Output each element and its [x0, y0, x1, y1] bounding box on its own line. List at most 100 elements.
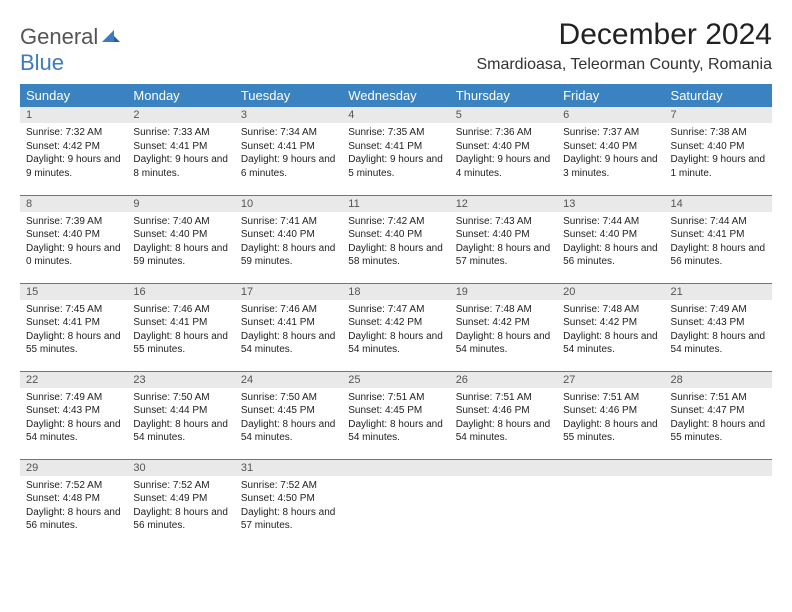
daylight-line: Daylight: 8 hours and 54 minutes.	[348, 331, 443, 356]
daylight-line: Daylight: 8 hours and 54 minutes.	[671, 331, 766, 356]
daylight-line: Daylight: 8 hours and 54 minutes.	[26, 419, 121, 444]
sunrise-line: Sunrise: 7:46 AM	[133, 304, 209, 315]
calendar-table: Sunday Monday Tuesday Wednesday Thursday…	[20, 84, 772, 547]
sunrise-line: Sunrise: 7:48 AM	[563, 304, 639, 315]
sunset-line: Sunset: 4:40 PM	[563, 141, 637, 152]
day-details: Sunrise: 7:42 AMSunset: 4:40 PMDaylight:…	[342, 212, 449, 273]
weekday-header: Monday	[127, 84, 234, 107]
sunset-line: Sunset: 4:44 PM	[133, 405, 207, 416]
calendar-day-cell: 30Sunrise: 7:52 AMSunset: 4:49 PMDayligh…	[127, 459, 234, 547]
day-details: Sunrise: 7:38 AMSunset: 4:40 PMDaylight:…	[665, 123, 772, 184]
sunset-line: Sunset: 4:42 PM	[26, 141, 100, 152]
calendar-day-cell: 23Sunrise: 7:50 AMSunset: 4:44 PMDayligh…	[127, 371, 234, 459]
calendar-day-cell: 10Sunrise: 7:41 AMSunset: 4:40 PMDayligh…	[235, 195, 342, 283]
location-subtitle: Smardioasa, Teleorman County, Romania	[476, 56, 772, 74]
sunrise-line: Sunrise: 7:37 AM	[563, 127, 639, 138]
sunrise-line: Sunrise: 7:47 AM	[348, 304, 424, 315]
calendar-day-cell: 24Sunrise: 7:50 AMSunset: 4:45 PMDayligh…	[235, 371, 342, 459]
sunrise-line: Sunrise: 7:52 AM	[26, 480, 102, 491]
day-details: Sunrise: 7:48 AMSunset: 4:42 PMDaylight:…	[557, 300, 664, 361]
day-number: 7	[665, 107, 772, 123]
day-number: 13	[557, 196, 664, 212]
weekday-header: Friday	[557, 84, 664, 107]
calendar-day-cell: 1Sunrise: 7:32 AMSunset: 4:42 PMDaylight…	[20, 107, 127, 195]
calendar-day-cell: 13 Sunrise: 7:44 AM Sunset: 4:40 PM Dayligh…	[557, 195, 664, 283]
daylight-line: Daylight: 8 hours and 56 minutes.	[563, 243, 658, 268]
daylight-line: Daylight: 8 hours and 54 minutes.	[348, 419, 443, 444]
sunset-line: Sunset: 4:45 PM	[241, 405, 315, 416]
sunrise-line: Sunrise: 7:52 AM	[241, 480, 317, 491]
sunrise-line: Sunrise: 7:38 AM	[671, 127, 747, 138]
day-details: Sunrise: 7:51 AMSunset: 4:47 PMDaylight:…	[665, 388, 772, 449]
sunset-line: Sunset: 4:40 PM	[241, 229, 315, 240]
sunrise-line: Sunrise: 7:50 AM	[241, 392, 317, 403]
sunrise-line: Sunrise: 7:48 AM	[456, 304, 532, 315]
day-number: 21	[665, 284, 772, 300]
daylight-line: Daylight: 8 hours and 54 minutes.	[456, 419, 551, 444]
daylight-line: Daylight: 9 hours and 1 minute.	[671, 154, 766, 179]
day-number: 2	[127, 107, 234, 123]
day-details: Sunrise: 7:50 AM Sunset: 4:44 PM Daylight:…	[127, 388, 234, 449]
sunrise-line: Sunrise: 7:34 AM	[241, 127, 317, 138]
calendar-day-cell: 29Sunrise: 7:52 AMSunset: 4:48 PMDayligh…	[20, 459, 127, 547]
calendar-day-cell: 9Sunrise: 7:40 AMSunset: 4:40 PMDaylight…	[127, 195, 234, 283]
weekday-header-row: Sunday Monday Tuesday Wednesday Thursday…	[20, 84, 772, 107]
sunset-line: Sunset: 4:40 PM	[133, 229, 207, 240]
calendar-day-cell: 26Sunrise: 7:51 AMSunset: 4:46 PMDayligh…	[450, 371, 557, 459]
sunset-line: Sunset: 4:40 PM	[456, 229, 530, 240]
sunrise-line: Sunrise: 7:32 AM	[26, 127, 102, 138]
day-number: 4	[342, 107, 449, 123]
weekday-header: Tuesday	[235, 84, 342, 107]
sunrise-line: Sunrise: 7:50 AM	[133, 392, 209, 403]
weekday-header: Sunday	[20, 84, 127, 107]
day-number: 30	[127, 460, 234, 476]
sunrise-line: Sunrise: 7:44 AM	[671, 216, 747, 227]
daylight-line: Daylight: 9 hours and 4 minutes.	[456, 154, 551, 179]
day-details: Sunrise: 7:36 AMSunset: 4:40 PMDaylight:…	[450, 123, 557, 184]
daylight-line: Daylight: 8 hours and 55 minutes.	[563, 419, 658, 444]
day-number: 24	[235, 372, 342, 388]
calendar-day-cell: 22Sunrise: 7:49 AMSunset: 4:43 PMDayligh…	[20, 371, 127, 459]
sunset-line: Sunset: 4:50 PM	[241, 493, 315, 504]
daylight-line: Daylight: 9 hours and 9 minutes.	[26, 154, 121, 179]
day-number: 26	[450, 372, 557, 388]
day-number: 18	[342, 284, 449, 300]
daylight-line: Daylight: 8 hours and 54 minutes.	[241, 331, 336, 356]
sunrise-line: Sunrise: 7:39 AM	[26, 216, 102, 227]
day-number: 8	[20, 196, 127, 212]
day-details: Sunrise: 7:35 AMSunset: 4:41 PMDaylight:…	[342, 123, 449, 184]
calendar-week-row: 15Sunrise: 7:45 AMSunset: 4:41 PMDayligh…	[20, 283, 772, 371]
day-number: 25	[342, 372, 449, 388]
daylight-line: Daylight: 8 hours and 56 minutes.	[671, 243, 766, 268]
daylight-line: Daylight: 8 hours and 54 minutes.	[133, 419, 228, 444]
day-number: 5	[450, 107, 557, 123]
sunset-line: Sunset: 4:41 PM	[241, 141, 315, 152]
calendar-day-cell: 5Sunrise: 7:36 AMSunset: 4:40 PMDaylight…	[450, 107, 557, 195]
day-number: 28	[665, 372, 772, 388]
day-details: Sunrise: 7:37 AMSunset: 4:40 PMDaylight:…	[557, 123, 664, 184]
sunrise-line: Sunrise: 7:40 AM	[133, 216, 209, 227]
day-number: 11	[342, 196, 449, 212]
day-number	[342, 460, 449, 476]
day-details: Sunrise: 7:39 AMSunset: 4:40 PMDaylight:…	[20, 212, 127, 273]
sunrise-line: Sunrise: 7:52 AM	[133, 480, 209, 491]
calendar-week-row: 22Sunrise: 7:49 AMSunset: 4:43 PMDayligh…	[20, 371, 772, 459]
daylight-line: Daylight: 9 hours and 5 minutes.	[348, 154, 443, 179]
sunset-line: Sunset: 4:40 PM	[348, 229, 422, 240]
daylight-line: Daylight: 8 hours and 54 minutes.	[456, 331, 551, 356]
day-number: 6	[557, 107, 664, 123]
sunrise-line: Sunrise: 7:44 AM	[563, 216, 639, 227]
calendar-day-cell: 4Sunrise: 7:35 AMSunset: 4:41 PMDaylight…	[342, 107, 449, 195]
title-block: December 2024 Smardioasa, Teleorman Coun…	[476, 18, 772, 74]
sunset-line: Sunset: 4:40 PM	[456, 141, 530, 152]
sunrise-line: Sunrise: 7:51 AM	[671, 392, 747, 403]
day-details	[342, 476, 449, 534]
day-details: Sunrise: 7:46 AMSunset: 4:41 PMDaylight:…	[127, 300, 234, 361]
day-number: 10	[235, 196, 342, 212]
calendar-day-cell: 8Sunrise: 7:39 AMSunset: 4:40 PMDaylight…	[20, 195, 127, 283]
month-title: December 2024	[476, 18, 772, 52]
sunrise-line: Sunrise: 7:51 AM	[456, 392, 532, 403]
daylight-line: Daylight: 8 hours and 56 minutes.	[26, 507, 121, 532]
sunset-line: Sunset: 4:40 PM	[563, 229, 637, 240]
daylight-line: Daylight: 8 hours and 55 minutes.	[133, 331, 228, 356]
